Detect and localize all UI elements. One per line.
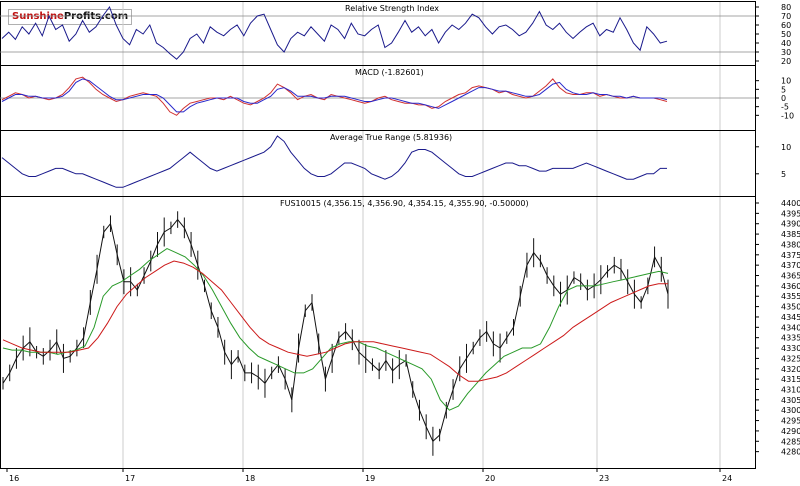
y-tick-label: 4305 bbox=[781, 396, 800, 405]
x-tick-label: 18 bbox=[245, 474, 255, 483]
y-tick-label: 4350 bbox=[781, 303, 800, 312]
y-tick-label: 0 bbox=[781, 94, 786, 103]
panel-title-macd: MACD (-1.82601) bbox=[355, 68, 424, 77]
panel-frame-price bbox=[0, 196, 756, 469]
x-tick-label: 19 bbox=[365, 474, 375, 483]
y-tick-label: 4320 bbox=[781, 365, 800, 374]
logo-part-1: Sunshine bbox=[12, 11, 64, 22]
y-tick-label: 4295 bbox=[781, 417, 800, 426]
y-tick-label: 10 bbox=[781, 77, 791, 86]
y-tick-label: 30 bbox=[781, 48, 791, 57]
y-tick-label: 20 bbox=[781, 57, 791, 66]
macd-series-1 bbox=[1, 78, 668, 113]
x-tick-label: 24 bbox=[722, 474, 732, 483]
y-tick-label: 4380 bbox=[781, 240, 800, 249]
x-tick-label: 17 bbox=[125, 474, 135, 483]
y-tick-label: 40 bbox=[781, 39, 791, 48]
y-tick-label: 4315 bbox=[781, 375, 800, 384]
y-tick-label: 4345 bbox=[781, 313, 800, 322]
y-tick-label: 4280 bbox=[781, 448, 800, 457]
y-tick-label: 5 bbox=[781, 85, 786, 94]
y-tick-label: 4300 bbox=[781, 406, 800, 415]
y-tick-label: 4310 bbox=[781, 385, 800, 394]
y-tick-label: 4385 bbox=[781, 230, 800, 239]
x-tick-label: 23 bbox=[599, 474, 609, 483]
y-tick-label: 4285 bbox=[781, 437, 800, 446]
panel-title-atr: Average True Range (5.81936) bbox=[330, 133, 452, 142]
y-tick-label: 10 bbox=[781, 143, 791, 152]
panel-title-price: FUS10015 (4,356.15, 4,356.90, 4,354.15, … bbox=[280, 199, 529, 208]
y-tick-label: 4370 bbox=[781, 261, 800, 270]
y-tick-label: 4325 bbox=[781, 354, 800, 363]
y-tick-label: 4395 bbox=[781, 209, 800, 218]
y-tick-label: 4290 bbox=[781, 427, 800, 436]
rsi-series-0 bbox=[1, 5, 668, 60]
y-tick-label: 4355 bbox=[781, 292, 800, 301]
y-tick-label: 4330 bbox=[781, 344, 800, 353]
y-tick-label: 80 bbox=[781, 3, 791, 12]
y-tick-label: 4360 bbox=[781, 282, 800, 291]
y-tick-label: 50 bbox=[781, 30, 791, 39]
x-tick-label: 20 bbox=[485, 474, 495, 483]
price-series-2 bbox=[2, 260, 668, 382]
price-series-1 bbox=[2, 248, 669, 411]
atr-series-0 bbox=[1, 135, 667, 188]
y-tick-label: 4375 bbox=[781, 251, 800, 260]
panel-title-rsi: Relative Strength Index bbox=[345, 4, 439, 13]
y-tick-label: 4400 bbox=[781, 199, 800, 208]
sunshine-profits-logo: SunshineProfits.com bbox=[8, 9, 133, 25]
y-tick-label: 4365 bbox=[781, 272, 800, 281]
y-tick-label: 5 bbox=[781, 170, 786, 179]
y-tick-label: 4335 bbox=[781, 334, 800, 343]
y-tick-label: -10 bbox=[781, 111, 794, 120]
y-tick-label: 4390 bbox=[781, 220, 800, 229]
x-tick-label: 16 bbox=[9, 474, 19, 483]
y-tick-label: 60 bbox=[781, 21, 791, 30]
y-tick-label: 70 bbox=[781, 12, 791, 21]
y-tick-label: -5 bbox=[781, 103, 789, 112]
y-tick-label: 4340 bbox=[781, 323, 800, 332]
logo-part-2: Profits.com bbox=[63, 11, 129, 22]
